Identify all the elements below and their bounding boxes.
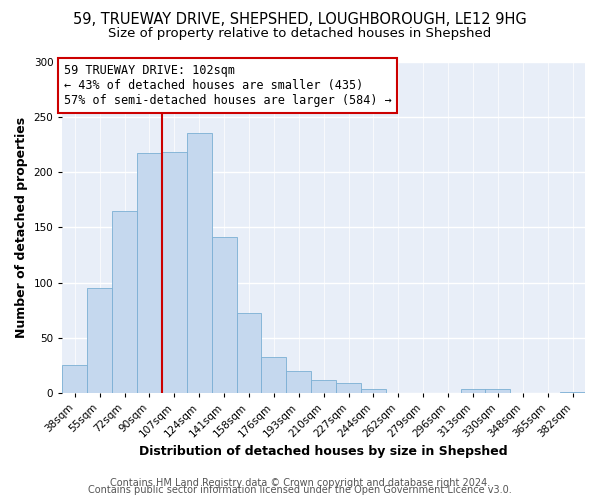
Bar	[87, 288, 112, 393]
Bar	[112, 210, 137, 393]
Bar	[336, 383, 361, 393]
Bar	[560, 392, 585, 393]
Bar	[311, 380, 336, 393]
Bar	[485, 388, 511, 393]
Bar	[187, 134, 212, 393]
Text: 59, TRUEWAY DRIVE, SHEPSHED, LOUGHBOROUGH, LE12 9HG: 59, TRUEWAY DRIVE, SHEPSHED, LOUGHBOROUG…	[73, 12, 527, 28]
Bar	[361, 388, 386, 393]
Text: 59 TRUEWAY DRIVE: 102sqm
← 43% of detached houses are smaller (435)
57% of semi-: 59 TRUEWAY DRIVE: 102sqm ← 43% of detach…	[64, 64, 391, 106]
Bar	[62, 366, 87, 393]
Bar	[137, 153, 162, 393]
Text: Size of property relative to detached houses in Shepshed: Size of property relative to detached ho…	[109, 28, 491, 40]
Bar	[286, 371, 311, 393]
Y-axis label: Number of detached properties: Number of detached properties	[15, 116, 28, 338]
Bar	[236, 314, 262, 393]
X-axis label: Distribution of detached houses by size in Shepshed: Distribution of detached houses by size …	[139, 444, 508, 458]
Bar	[461, 388, 485, 393]
Text: Contains HM Land Registry data © Crown copyright and database right 2024.: Contains HM Land Registry data © Crown c…	[110, 478, 490, 488]
Bar	[212, 237, 236, 393]
Bar	[262, 356, 286, 393]
Bar	[162, 152, 187, 393]
Text: Contains public sector information licensed under the Open Government Licence v3: Contains public sector information licen…	[88, 485, 512, 495]
